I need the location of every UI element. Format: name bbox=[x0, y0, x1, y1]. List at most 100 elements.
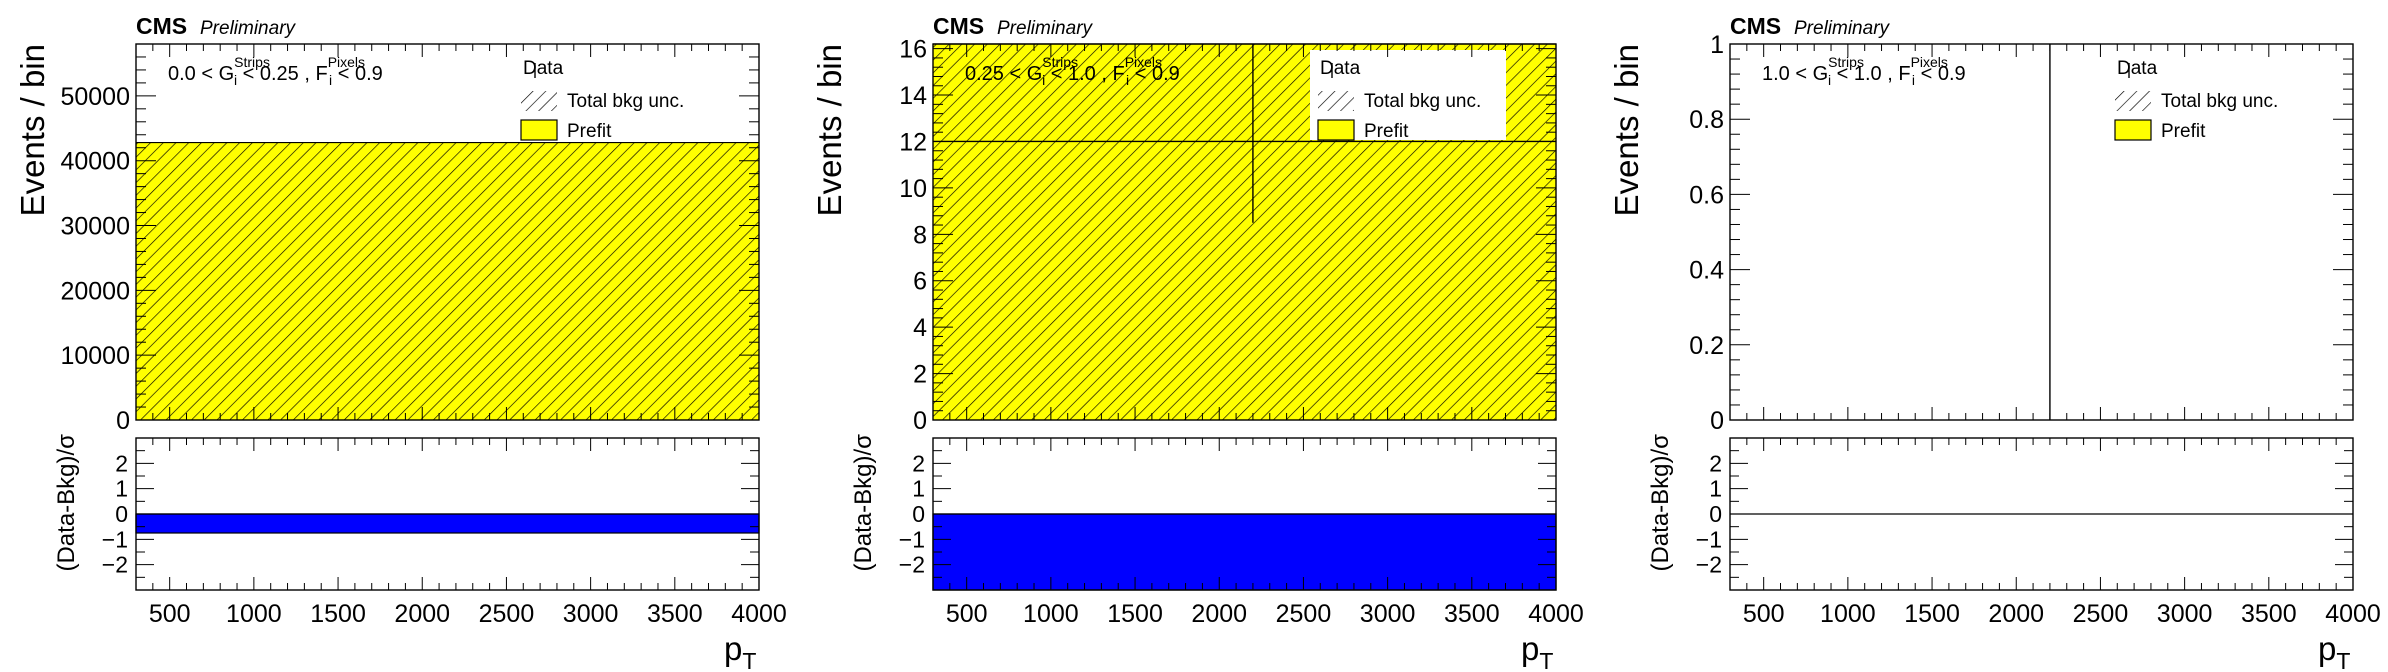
x-tick-label: 4000 bbox=[2325, 600, 2381, 628]
pull-bar bbox=[136, 514, 759, 533]
pull-y-tick-label: 1 bbox=[1709, 476, 1722, 502]
x-tick-label: 3500 bbox=[1444, 600, 1500, 628]
legend-data-label: Data bbox=[1320, 58, 1361, 79]
y-tick-label: 20000 bbox=[60, 277, 130, 305]
y-tick-label: 0 bbox=[913, 407, 927, 435]
y-tick-label: 0.4 bbox=[1689, 257, 1724, 285]
y-tick-label: 14 bbox=[899, 82, 927, 110]
y-tick-label: 10 bbox=[899, 175, 927, 203]
legend-unc-swatch bbox=[2115, 91, 2151, 111]
x-axis-title: pT bbox=[724, 630, 756, 672]
x-tick-label: 500 bbox=[946, 600, 988, 628]
x-tick-label: 2000 bbox=[1191, 600, 1247, 628]
pull-y-tick-label: −1 bbox=[102, 526, 128, 552]
pull-y-tick-label: 2 bbox=[115, 450, 128, 476]
x-tick-label: 1000 bbox=[1023, 600, 1079, 628]
pull-y-tick-label: 2 bbox=[1709, 450, 1722, 476]
legend-prefit-swatch bbox=[521, 120, 557, 140]
status-label: Preliminary bbox=[200, 18, 297, 39]
x-tick-label: 2500 bbox=[1276, 600, 1332, 628]
y-tick-label: 1 bbox=[1710, 31, 1724, 59]
pull-y-tick-label: 0 bbox=[115, 501, 128, 527]
y-tick-label: 2 bbox=[913, 361, 927, 389]
pull-y-tick-label: −1 bbox=[1696, 526, 1722, 552]
x-tick-label: 1000 bbox=[1820, 600, 1876, 628]
y-tick-label: 4 bbox=[913, 314, 927, 342]
x-tick-label: 2500 bbox=[479, 600, 535, 628]
x-tick-label: 1500 bbox=[1107, 600, 1163, 628]
x-tick-label: 3000 bbox=[563, 600, 619, 628]
legend-unc-label: Total bkg unc. bbox=[567, 91, 684, 112]
region-label: 0.0 < GStrips i < 0.25 , FPixels i < 0.9 bbox=[168, 54, 383, 88]
pull-y-tick-label: 0 bbox=[912, 501, 925, 527]
x-axis-title: pT bbox=[2318, 630, 2350, 672]
x-axis-title-main: p bbox=[2318, 630, 2336, 667]
x-axis-title: pT bbox=[1521, 630, 1553, 672]
x-tick-label: 3500 bbox=[647, 600, 703, 628]
y-tick-label: 0.6 bbox=[1689, 181, 1724, 209]
pull-y-tick-label: −2 bbox=[1696, 552, 1722, 578]
legend-unc-label: Total bkg unc. bbox=[2161, 91, 2278, 112]
x-tick-label: 2500 bbox=[2073, 600, 2129, 628]
y-tick-label: 30000 bbox=[60, 213, 130, 241]
legend-unc-swatch bbox=[1318, 91, 1354, 111]
y-tick-label: 40000 bbox=[60, 148, 130, 176]
pull-y-tick-label: 1 bbox=[912, 476, 925, 502]
pull-y-axis-title: (Data-Bkg)/σ bbox=[1647, 434, 1674, 572]
y-axis-title: Events / bin bbox=[14, 44, 51, 216]
region-label-part: < 0.9 bbox=[1129, 63, 1180, 85]
status-label: Preliminary bbox=[1794, 18, 1891, 39]
x-tick-label: 2000 bbox=[1988, 600, 2044, 628]
legend-prefit-label: Prefit bbox=[2161, 121, 2206, 142]
legend-prefit-swatch bbox=[2115, 120, 2151, 140]
y-tick-label: 50000 bbox=[60, 83, 130, 111]
x-tick-label: 3000 bbox=[2157, 600, 2213, 628]
x-tick-label: 1000 bbox=[226, 600, 282, 628]
x-axis-title-sub: T bbox=[742, 648, 756, 672]
y-tick-label: 0.8 bbox=[1689, 106, 1724, 134]
x-tick-label: 4000 bbox=[1528, 600, 1584, 628]
experiment-label: CMS bbox=[933, 13, 984, 39]
y-tick-label: 10000 bbox=[60, 342, 130, 370]
region-label-part: < 1.0 , F bbox=[1045, 63, 1124, 85]
region-label-part: < 0.9 bbox=[1915, 63, 1966, 85]
y-axis-title: Events / bin bbox=[811, 44, 848, 216]
pull-y-tick-label: −2 bbox=[102, 552, 128, 578]
y-tick-label: 16 bbox=[899, 36, 927, 64]
y-tick-label: 0 bbox=[116, 407, 130, 435]
region-label-part: 1.0 < G bbox=[1762, 63, 1828, 85]
y-tick-label: 6 bbox=[913, 268, 927, 296]
x-axis-title-main: p bbox=[1521, 630, 1539, 667]
region-label-part: 0.0 < G bbox=[168, 63, 234, 85]
x-tick-label: 4000 bbox=[731, 600, 787, 628]
bkg-unc-hatch bbox=[136, 143, 759, 420]
experiment-label: CMS bbox=[136, 13, 187, 39]
region-label-part: < 1.0 , F bbox=[1831, 63, 1910, 85]
x-tick-label: 1500 bbox=[310, 600, 366, 628]
pull-y-tick-label: 1 bbox=[115, 476, 128, 502]
x-tick-label: 1500 bbox=[1904, 600, 1960, 628]
legend-prefit-label: Prefit bbox=[567, 121, 612, 142]
region-label: 1.0 < GStrips i < 1.0 , FPixels i < 0.9 bbox=[1762, 54, 1966, 88]
experiment-label: CMS bbox=[1730, 13, 1781, 39]
y-tick-label: 12 bbox=[899, 128, 927, 156]
pull-y-axis-title: (Data-Bkg)/σ bbox=[850, 434, 877, 572]
x-tick-label: 500 bbox=[1743, 600, 1785, 628]
x-tick-label: 500 bbox=[149, 600, 191, 628]
region-label-part: < 0.9 bbox=[332, 63, 383, 85]
y-tick-label: 0.2 bbox=[1689, 332, 1724, 360]
y-axis-title: Events / bin bbox=[1608, 44, 1645, 216]
legend-prefit-label: Prefit bbox=[1364, 121, 1409, 142]
x-axis-title-sub: T bbox=[1539, 648, 1553, 672]
legend-unc-label: Total bkg unc. bbox=[1364, 91, 1481, 112]
x-axis-title-main: p bbox=[724, 630, 742, 667]
pull-y-tick-label: 2 bbox=[912, 450, 925, 476]
pull-y-tick-label: −2 bbox=[899, 552, 925, 578]
legend-unc-swatch bbox=[521, 91, 557, 111]
region-label-part: 0.25 < G bbox=[965, 63, 1042, 85]
